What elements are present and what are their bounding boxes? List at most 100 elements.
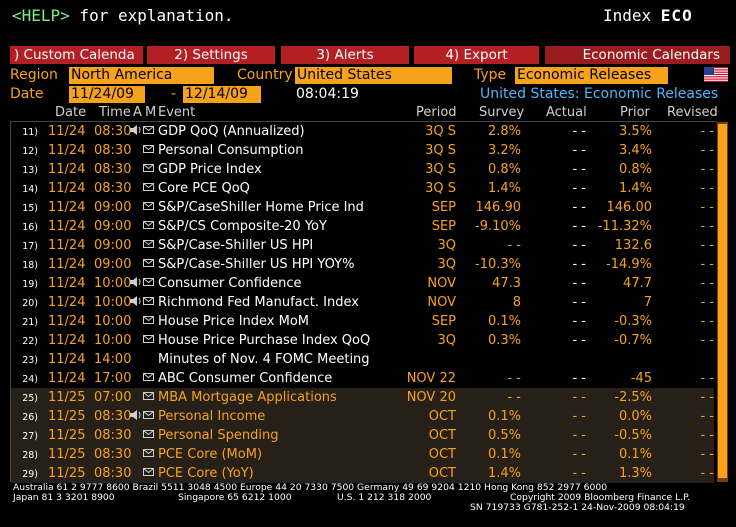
table-row[interactable]: 26) 11/25 08:30 Personal Income OCT 0.1% - - 0.… — [11, 406, 714, 426]
row-date: 11/24 — [48, 199, 86, 215]
table-row[interactable]: 13) 11/24 08:30 GDP Price Index 3Q S 0.8% - - 0… — [11, 160, 714, 179]
country-field[interactable]: United States — [295, 67, 452, 84]
row-event[interactable]: Minutes of Nov. 4 FOMC Meeting — [158, 351, 370, 367]
row-event[interactable]: House Price Purchase Index QoQ — [158, 332, 371, 348]
row-event[interactable]: House Price Index MoM — [158, 313, 310, 329]
col-revised[interactable]: Revised — [667, 105, 718, 120]
row-event[interactable]: S&P/Case-Shiller US HPI — [158, 237, 314, 253]
mail-icon[interactable] — [129, 200, 155, 215]
end-date-field[interactable]: 12/14/09 — [183, 86, 261, 103]
col-date[interactable]: Date — [55, 105, 87, 120]
row-number: 23) — [22, 354, 38, 366]
type-field[interactable]: Economic Releases — [515, 67, 668, 84]
table-row[interactable]: 22) 11/24 10:00 House Price Purchase Index … — [11, 331, 714, 350]
settings-button[interactable]: 2) Settings — [147, 46, 275, 64]
alerts-button[interactable]: 3) Alerts — [281, 46, 409, 64]
table-row[interactable]: 27) 11/25 08:30 Personal Spending OCT 0.5% - -… — [11, 425, 714, 445]
row-event[interactable]: MBA Mortgage Applications — [158, 389, 337, 405]
row-survey: 8 — [512, 294, 521, 310]
mail-icon[interactable] — [129, 257, 155, 272]
row-prior: -14.9% — [606, 256, 652, 272]
mail-icon[interactable] — [129, 238, 155, 253]
date-range-dash: - — [171, 86, 177, 102]
row-prior: 47.7 — [623, 275, 652, 291]
row-event[interactable]: PCE Core (MoM) — [158, 446, 263, 462]
row-event[interactable]: Richmond Fed Manufact. Index — [158, 294, 359, 310]
scrollbar-thumb[interactable] — [718, 124, 727, 478]
table-row[interactable]: 16) 11/24 09:00 S&P/CS Composite-20 YoY SEP -… — [11, 217, 714, 236]
row-event[interactable]: S&P/Case-Shiller US HPI YOY% — [158, 256, 355, 272]
table-row[interactable]: 17) 11/24 09:00 S&P/Case-Shiller US HPI 3Q - … — [11, 236, 714, 255]
row-event[interactable]: Personal Income — [158, 408, 266, 424]
col-event[interactable]: Event — [158, 105, 196, 120]
table-row[interactable]: 18) 11/24 09:00 S&P/Case-Shiller US HPI YOY… — [11, 255, 714, 274]
help-key[interactable]: <HELP> — [12, 6, 70, 25]
row-time: 08:30 — [94, 446, 132, 462]
table-row[interactable]: 24) 11/24 17:00 ABC Consumer Confidence NOV … — [11, 369, 714, 388]
table-row[interactable]: 25) 11/25 07:00 MBA Mortgage Applications NO… — [11, 387, 714, 407]
row-revised: - - — [700, 370, 714, 386]
region-field[interactable]: North America — [69, 67, 214, 84]
col-period[interactable]: Period — [416, 105, 457, 120]
table-row[interactable]: 29) 11/25 08:30 PCE Core (YoY) OCT 1.4% - - 1.3… — [11, 463, 714, 483]
table-row[interactable]: 28) 11/25 08:30 PCE Core (MoM) OCT 0.1% - - 0.1… — [11, 444, 714, 464]
country-label: Country — [237, 67, 293, 83]
speaker-mail-icon[interactable] — [129, 295, 155, 310]
row-event[interactable]: GDP QoQ (Annualized) — [158, 124, 305, 139]
table-header: Date Time A M Event Period Survey Actual… — [0, 104, 730, 122]
col-alert[interactable]: A — [133, 105, 142, 120]
index-prefix: Index — [603, 6, 661, 25]
row-survey: - - — [507, 370, 521, 386]
table-row[interactable]: 12) 11/24 08:30 Personal Consumption 3Q S 3.2… — [11, 141, 714, 160]
table-row[interactable]: 20) 11/24 10:00 Richmond Fed Manufact. Inde… — [11, 293, 714, 312]
row-event[interactable]: ABC Consumer Confidence — [158, 370, 333, 386]
custom-calendar-button[interactable]: ) Custom Calenda — [10, 46, 143, 64]
row-number: 20) — [22, 297, 38, 309]
row-event[interactable]: Personal Spending — [158, 427, 279, 443]
row-time: 10:00 — [94, 313, 132, 329]
col-survey[interactable]: Survey — [479, 105, 525, 120]
mail-icon[interactable] — [129, 219, 155, 234]
mail-icon[interactable] — [129, 428, 155, 443]
row-event[interactable]: Core PCE QoQ — [158, 180, 250, 196]
col-mail[interactable]: M — [145, 105, 157, 120]
speaker-mail-icon[interactable] — [129, 409, 155, 424]
row-period: NOV — [427, 294, 456, 310]
row-event[interactable]: Personal Consumption — [158, 142, 304, 158]
col-actual[interactable]: Actual — [546, 105, 587, 120]
speaker-mail-icon[interactable] — [129, 124, 155, 139]
table-row[interactable]: 14) 11/24 08:30 Core PCE QoQ 3Q S 1.4% - - 1.4%… — [11, 179, 714, 198]
mail-icon[interactable] — [129, 447, 155, 462]
table-row[interactable]: 23) 11/24 14:00 Minutes of Nov. 4 FOMC Meet… — [11, 350, 714, 369]
table-row[interactable]: 21) 11/24 10:00 House Price Index MoM SEP 0.1… — [11, 312, 714, 331]
row-event[interactable]: S&P/CS Composite-20 YoY — [158, 218, 327, 234]
row-number: 26) — [22, 411, 38, 423]
row-event[interactable]: GDP Price Index — [158, 161, 262, 177]
col-prior[interactable]: Prior — [620, 105, 650, 120]
row-number: 28) — [22, 449, 38, 461]
mail-icon[interactable] — [129, 143, 155, 158]
start-date-field[interactable]: 11/24/09 — [69, 86, 145, 103]
row-date: 11/25 — [48, 427, 86, 443]
mail-icon[interactable] — [129, 390, 155, 405]
mail-icon[interactable] — [129, 333, 155, 348]
row-number: 13) — [22, 164, 38, 176]
table-row[interactable]: 19) 11/24 10:00 Consumer Confidence NOV 47.3 -… — [11, 274, 714, 293]
row-period: SEP — [431, 218, 456, 234]
col-time[interactable]: Time — [99, 105, 131, 120]
row-event[interactable]: S&P/CaseShiller Home Price Ind — [158, 199, 364, 215]
row-prior: 3.5% — [618, 124, 652, 139]
row-event[interactable]: PCE Core (YoY) — [158, 465, 254, 481]
mail-icon[interactable] — [129, 181, 155, 196]
table-row[interactable]: 11) 11/24 08:30 GDP QoQ (Annualized) 3Q S 2.8… — [11, 122, 714, 141]
speaker-mail-icon[interactable] — [129, 276, 155, 291]
footer-copyright: Copyright 2009 Bloomberg Finance L.P. — [510, 492, 691, 503]
mail-icon[interactable] — [129, 162, 155, 177]
table-row[interactable]: 15) 11/24 09:00 S&P/CaseShiller Home Price … — [11, 198, 714, 217]
mail-icon[interactable] — [129, 466, 155, 481]
mail-icon[interactable] — [129, 314, 155, 329]
mail-icon[interactable] — [129, 371, 155, 386]
export-button[interactable]: 4) Export — [414, 46, 539, 64]
row-revised: - - — [700, 332, 714, 348]
row-event[interactable]: Consumer Confidence — [158, 275, 302, 291]
